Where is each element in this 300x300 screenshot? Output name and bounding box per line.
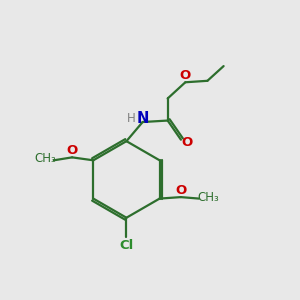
Text: N: N: [137, 111, 149, 126]
Text: CH₃: CH₃: [198, 190, 219, 204]
Text: O: O: [67, 144, 78, 158]
Text: Cl: Cl: [119, 238, 134, 252]
Text: CH₃: CH₃: [34, 152, 56, 165]
Text: O: O: [180, 69, 191, 82]
Text: O: O: [182, 136, 193, 149]
Text: H: H: [127, 112, 136, 125]
Text: O: O: [175, 184, 186, 197]
